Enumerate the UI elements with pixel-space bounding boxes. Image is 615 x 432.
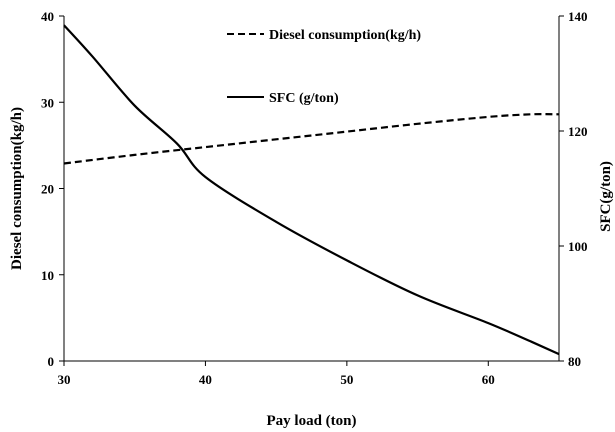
- series: [63, 24, 560, 356]
- y2-tick-label: 100: [568, 239, 588, 254]
- x-tick-label: 50: [340, 372, 353, 387]
- y2-tick-label: 80: [568, 354, 581, 369]
- y-tick-label: 30: [41, 95, 54, 110]
- axes: [63, 16, 560, 362]
- y2-tick-label: 120: [568, 124, 588, 139]
- y-tick-label: 20: [41, 182, 54, 197]
- y-tick-label: 10: [41, 268, 54, 283]
- x-axis-title: Pay load (ton): [267, 413, 357, 429]
- diesel-series-line: [63, 113, 560, 165]
- sfc-series-line: [63, 24, 560, 356]
- y-tick-label: 0: [48, 354, 55, 369]
- legend: Diesel consumption(kg/h) SFC (g/ton): [227, 28, 421, 106]
- legend-diesel-label: Diesel consumption(kg/h): [269, 28, 421, 43]
- ticks: 30 40 50 60 0 10 20 30 40 80 100 120 140: [41, 9, 588, 387]
- y-tick-label: 40: [41, 9, 54, 24]
- y2-tick-label: 140: [568, 9, 588, 24]
- x-tick-label: 60: [482, 372, 495, 387]
- x-tick-label: 40: [199, 372, 212, 387]
- x-tick-label: 30: [58, 372, 71, 387]
- right-y-axis-title: SFC(g/ton): [598, 161, 614, 232]
- legend-sfc-label: SFC (g/ton): [269, 91, 339, 106]
- left-y-axis-title: Diesel consumption(kg/h): [9, 107, 25, 270]
